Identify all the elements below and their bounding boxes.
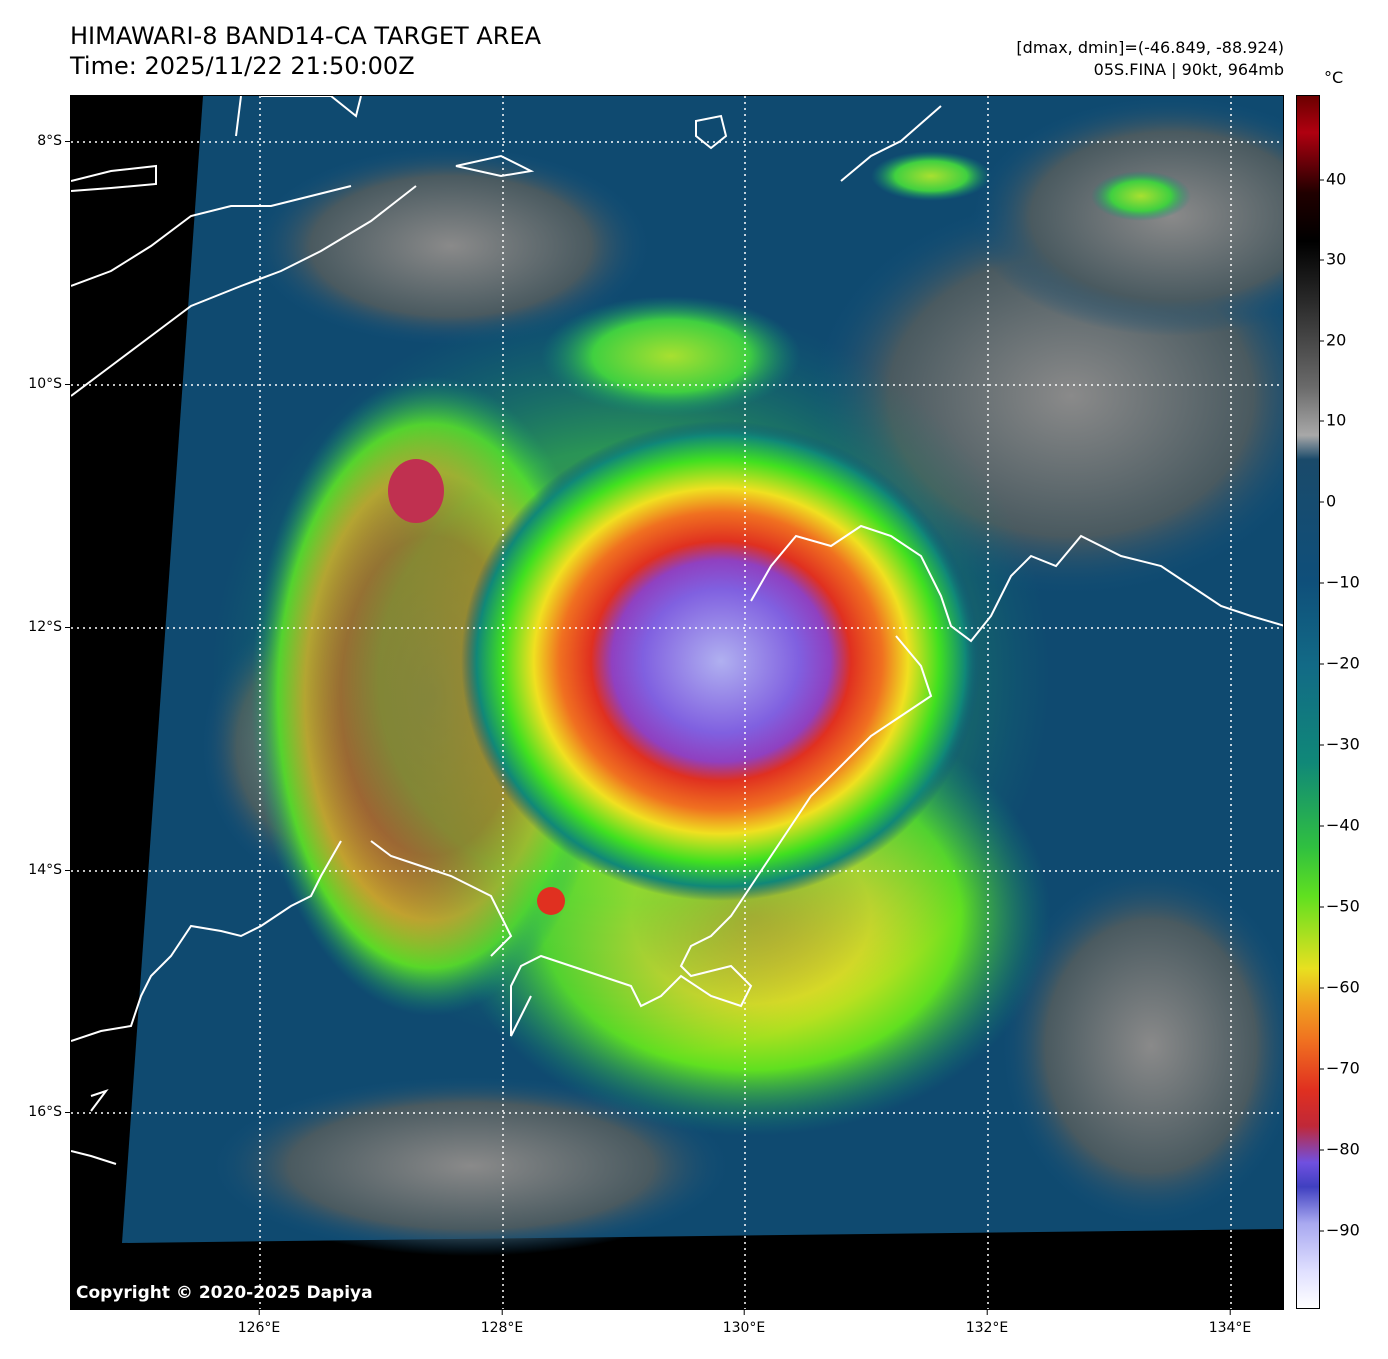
lon-label-132e: 132°E — [965, 1310, 1009, 1336]
satellite-imagery — [71, 96, 1283, 1309]
storm-info-label: 05S.FINA | 90kt, 964mb — [1093, 60, 1284, 79]
lon-label-134e: 134°E — [1208, 1310, 1252, 1336]
lat-label-10s: 10°S — [28, 376, 70, 392]
colorbar-unit: °C — [1324, 68, 1344, 87]
colorbar-tick-30: 30 — [1319, 249, 1347, 269]
colorbar-tick-minus80: −80 — [1320, 1139, 1360, 1159]
colorbar-tick-0: 0 — [1319, 491, 1337, 511]
colorbar-tick-minus20: −20 — [1320, 653, 1360, 673]
gridlines — [71, 96, 1283, 1309]
colorbar-tick-minus60: −60 — [1320, 977, 1360, 997]
colorbar-tick-minus50: −50 — [1320, 896, 1360, 916]
satellite-map: Copyright © 2020-2025 Dapiya — [70, 95, 1284, 1310]
lon-label-128e: 128°E — [480, 1310, 524, 1336]
colorbar-tick-minus10: −10 — [1320, 572, 1360, 592]
colorbar-tick-minus30: −30 — [1320, 734, 1360, 754]
lon-label-130e: 130°E — [722, 1310, 766, 1336]
chart-time: Time: 2025/11/22 21:50:00Z — [70, 52, 415, 80]
colorbar-tick-minus40: −40 — [1320, 815, 1360, 835]
colorbar-tick-10: 10 — [1319, 410, 1347, 430]
colorbar-tick-20: 20 — [1319, 330, 1347, 350]
colorbar — [1296, 95, 1320, 1309]
coastlines — [71, 96, 1283, 1165]
lat-label-12s: 12°S — [28, 619, 70, 635]
lat-label-16s: 16°S — [28, 1104, 70, 1120]
data-range-label: [dmax, dmin]=(-46.849, -88.924) — [1016, 38, 1284, 57]
copyright-notice: Copyright © 2020-2025 Dapiya — [76, 1283, 373, 1303]
lat-label-8s: 8°S — [37, 133, 70, 149]
lon-label-126e: 126°E — [237, 1310, 281, 1336]
lat-label-14s: 14°S — [28, 862, 70, 878]
colorbar-tick-minus70: −70 — [1320, 1058, 1360, 1078]
colorbar-tick-minus90: −90 — [1320, 1220, 1360, 1240]
colorbar-tick-40: 40 — [1319, 169, 1347, 189]
chart-title: HIMAWARI-8 BAND14-CA TARGET AREA — [70, 22, 542, 50]
